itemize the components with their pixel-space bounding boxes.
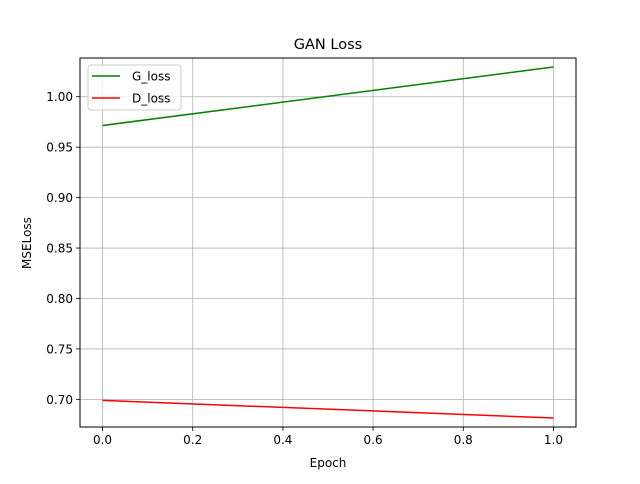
y-axis-ticks: 0.70 0.75 0.80 0.85 0.90 0.95 1.00 bbox=[46, 90, 80, 407]
x-tick-label: 0.0 bbox=[93, 433, 112, 447]
series-line-d-loss bbox=[102, 399, 554, 419]
x-tick-label: 1.0 bbox=[544, 433, 563, 447]
chart-title: GAN Loss bbox=[294, 37, 362, 53]
plot-area-frame bbox=[79, 57, 577, 428]
legend-label-d-loss: D_loss bbox=[132, 92, 170, 106]
x-tick-label: 0.6 bbox=[364, 433, 383, 447]
y-tick-label: 0.80 bbox=[46, 292, 73, 306]
x-tick-label: 0.2 bbox=[183, 433, 202, 447]
y-tick-label: 0.70 bbox=[46, 393, 73, 407]
y-tick-label: 1.00 bbox=[46, 90, 73, 104]
y-tick-label: 0.90 bbox=[46, 191, 73, 205]
legend-label-g-loss: G_loss bbox=[132, 70, 170, 84]
series-line-g-loss bbox=[102, 66, 554, 127]
x-tick-label: 0.4 bbox=[273, 433, 292, 447]
y-tick-label: 0.95 bbox=[46, 141, 73, 155]
x-tick-label: 0.8 bbox=[454, 433, 473, 447]
x-axis-label: Epoch bbox=[310, 456, 347, 470]
y-axis-label: MSELoss bbox=[20, 217, 34, 269]
grid bbox=[80, 58, 576, 427]
y-tick-label: 0.85 bbox=[46, 242, 73, 256]
x-axis-ticks: 0.0 0.2 0.4 0.6 0.8 1.0 bbox=[93, 427, 563, 447]
legend: G_loss D_loss bbox=[87, 64, 182, 111]
y-tick-label: 0.75 bbox=[46, 342, 73, 356]
series-lines bbox=[102, 66, 554, 419]
